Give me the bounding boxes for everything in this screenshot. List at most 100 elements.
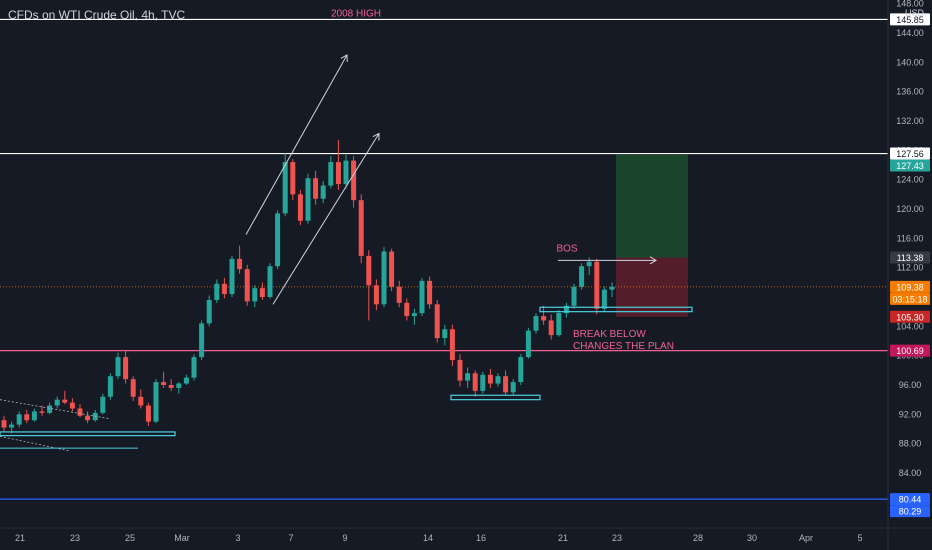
price-tick-label: 96.00 (899, 380, 922, 390)
candle (100, 393, 106, 415)
candle (427, 276, 433, 309)
candle-body (389, 251, 395, 287)
trend-arrow-upper (245, 54, 348, 235)
price-badge-bg (890, 13, 930, 26)
candle (518, 354, 524, 385)
trade-zones (616, 154, 688, 317)
candle-body (107, 376, 113, 397)
price-badge-label: 80.29 (899, 507, 922, 517)
candle-body (47, 405, 53, 413)
annotation-label: 2008 HIGH (331, 8, 381, 19)
price-tick-label: 140.00 (896, 57, 924, 67)
candle-body (313, 178, 319, 199)
annotation-label: BREAK BELOW (573, 329, 646, 340)
candle (313, 170, 319, 205)
candle (244, 264, 250, 306)
support-box-right (539, 306, 693, 313)
candle-body (358, 200, 364, 256)
candle (335, 140, 341, 190)
candle (510, 379, 516, 396)
time-tick-label: 21 (15, 533, 25, 543)
candle (358, 194, 364, 264)
candle (145, 402, 151, 427)
candle-body (16, 414, 22, 425)
price-tick-label: 88.00 (899, 439, 922, 449)
annotation-label: BOS (556, 244, 577, 255)
candle-body (373, 285, 379, 305)
candle-body (465, 373, 471, 381)
trend-arrow-lower-head (372, 132, 380, 141)
price-badge-bg (890, 344, 930, 357)
candle-body (480, 374, 486, 391)
candle-body (404, 302, 410, 317)
candle (176, 382, 182, 394)
candle-body (427, 280, 433, 305)
price-badge: 80.44 (890, 493, 930, 506)
candle (16, 411, 22, 428)
candle (343, 154, 349, 189)
candles (1, 140, 615, 434)
price-badges: 145.85 127.56 127.43 113.38 109.38 03:15:18 10… (890, 13, 930, 518)
price-tick-label: 124.00 (896, 175, 924, 185)
candle (214, 279, 220, 303)
time-tick-label: 5 (857, 533, 862, 543)
trend-arrow-upper-head (340, 54, 348, 63)
candle (503, 370, 509, 396)
candle-body (138, 396, 144, 406)
candle-body (54, 399, 60, 406)
price-tick-label: 112.00 (897, 263, 924, 273)
candle-body (130, 379, 136, 397)
candle (465, 367, 471, 388)
candle-body (381, 251, 387, 305)
bos-arrow-head (649, 256, 657, 265)
candle-body (31, 411, 37, 421)
candle-body (9, 424, 15, 428)
candle (24, 409, 30, 424)
candle (305, 173, 311, 224)
time-axis: 21 23 25 Mar 3 7 9 14 16 21 23 28 30 Apr 5 (15, 533, 863, 543)
candle (457, 354, 463, 387)
candle-body (161, 382, 167, 385)
candle (47, 402, 53, 415)
support-box-left (0, 431, 176, 437)
candle (115, 352, 121, 380)
time-tick-label: 3 (235, 533, 240, 543)
candle-body (366, 255, 372, 286)
candle-body (351, 160, 357, 201)
candle (556, 310, 562, 337)
candle (31, 408, 37, 422)
candle (161, 371, 167, 388)
candle (609, 282, 615, 297)
candle (594, 258, 600, 315)
candle-body (541, 316, 547, 321)
candle-body (533, 316, 539, 331)
price-badge: 127.43 (890, 159, 930, 172)
candle-body (556, 313, 562, 336)
candle (381, 247, 387, 308)
candle (297, 189, 303, 226)
candle (601, 286, 607, 312)
candle (282, 153, 288, 217)
candle (77, 404, 83, 418)
candle (69, 398, 75, 412)
candle-body (396, 286, 402, 303)
candle (191, 354, 197, 381)
candle (54, 396, 60, 409)
price-badge-bg (890, 292, 930, 305)
candle-body (100, 396, 106, 413)
candle-body (62, 399, 68, 403)
candle-body (411, 313, 417, 317)
time-tick-label: 28 (693, 533, 703, 543)
candle-body (335, 162, 341, 185)
candle-body (563, 305, 569, 314)
time-tick-label: 21 (558, 533, 568, 543)
candle-body (586, 261, 592, 267)
price-badge-bg (890, 505, 930, 518)
candle (290, 159, 296, 201)
price-tick-label: 144.00 (896, 28, 924, 38)
candle (548, 314, 554, 340)
price-badge-label: 100.69 (896, 346, 924, 356)
price-tick-label: 92.00 (899, 409, 922, 419)
time-tick-label: Apr (799, 533, 813, 543)
